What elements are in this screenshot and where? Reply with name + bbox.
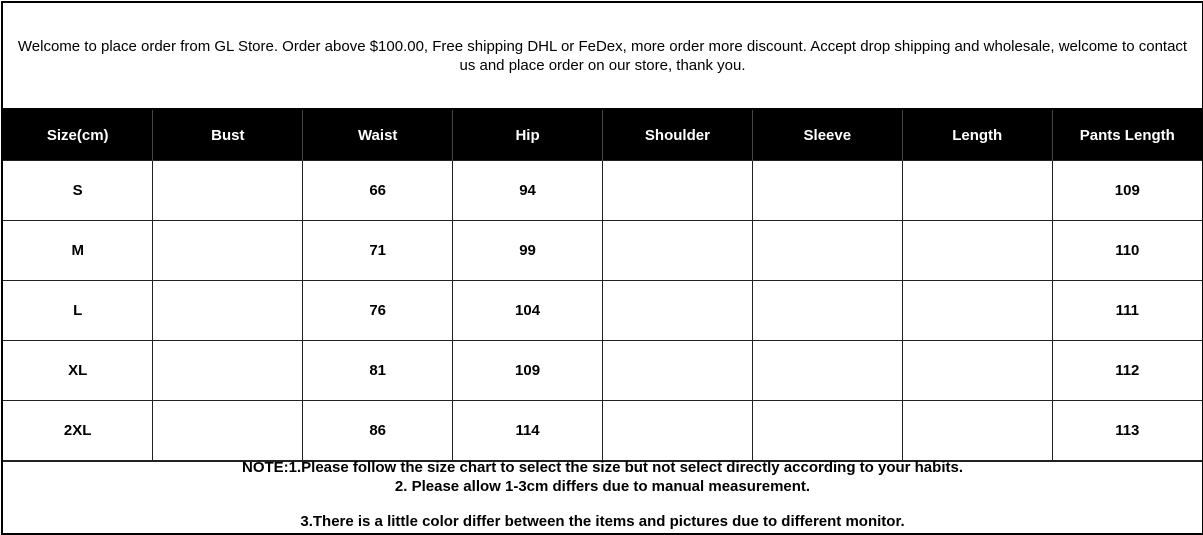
table-cell: 113 [1051,400,1202,462]
table-cell: 81 [302,340,454,401]
table-cell: XL [3,340,154,401]
table-cell [751,400,903,462]
table-cell: 109 [452,340,603,401]
table-cell: 71 [302,220,454,281]
column-header: Length [901,108,1053,161]
size-table: Size(cm) Bust Waist Hip Shoulder Sleeve Length… [3,108,1202,462]
table-cell [152,280,304,341]
table-row: S 66 94 109 [3,160,1202,221]
table-cell [152,220,304,281]
note-3: 3.There is a little color differ between… [300,513,905,530]
table-cell [602,160,753,221]
table-cell [751,280,903,341]
table-cell: 94 [452,160,603,221]
table-cell: 76 [302,280,454,341]
column-header: Shoulder [602,108,753,161]
table-cell [602,280,753,341]
column-header: Size(cm) [3,108,153,161]
table-cell [901,280,1053,341]
table-cell [901,400,1053,462]
table-cell [751,160,903,221]
table-cell [751,220,903,281]
table-cell: 111 [1051,280,1202,341]
table-cell: 2XL [3,400,154,462]
table-cell: 110 [1051,220,1202,281]
table-cell [152,340,304,401]
column-header: Bust [152,108,303,161]
table-cell: 112 [1051,340,1202,401]
table-cell [152,400,304,462]
table-cell [602,220,753,281]
table-cell [602,340,753,401]
table-row: L 76 104 111 [3,280,1202,341]
table-cell: 66 [302,160,454,221]
table-cell: M [3,220,154,281]
table-row: 2XL 86 114 113 [3,400,1202,462]
note-1: NOTE:1.Please follow the size chart to s… [241,459,963,476]
table-cell: S [3,160,154,221]
column-header: Sleeve [751,108,903,161]
note-2: 2. Please allow 1-3cm differs due to man… [394,478,811,495]
table-cell: 109 [1051,160,1202,221]
table-cell: 104 [452,280,603,341]
table-header-row: Size(cm) Bust Waist Hip Shoulder Sleeve Length… [3,108,1202,161]
table-cell: L [3,280,154,341]
table-cell [901,340,1053,401]
table-cell [602,400,753,462]
store-welcome-text: Welcome to place order from GL Store. Or… [17,37,1188,74]
notes: NOTE:1.Please follow the size chart to s… [3,458,1202,533]
column-header: Hip [452,108,603,161]
table-cell: 114 [452,400,603,462]
table-row: M 71 99 110 [3,220,1202,281]
table-cell [901,220,1053,281]
table-cell: 86 [302,400,454,462]
table-row: XL 81 109 112 [3,340,1202,401]
column-header: Pants Length [1051,108,1202,161]
table-cell [901,160,1053,221]
table-cell [751,340,903,401]
column-header: Waist [302,108,453,161]
table-cell: 99 [452,220,603,281]
table-cell [152,160,304,221]
